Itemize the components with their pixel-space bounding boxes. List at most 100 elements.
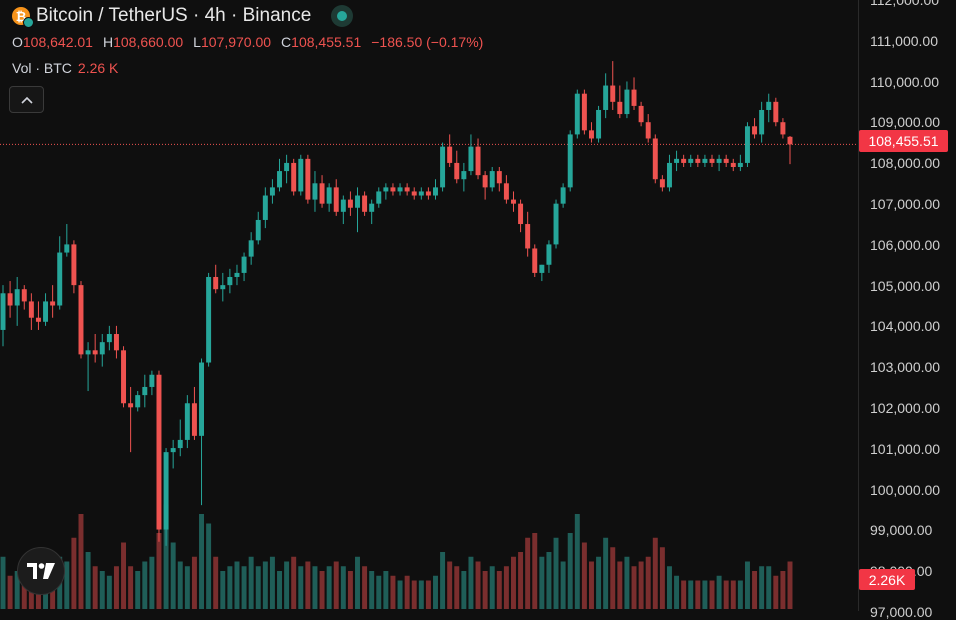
candle[interactable] [404, 183, 410, 196]
candle[interactable] [454, 150, 460, 184]
candle[interactable] [255, 211, 261, 245]
candle[interactable] [0, 285, 6, 347]
candle[interactable] [411, 187, 417, 200]
candle[interactable] [369, 199, 375, 225]
candle[interactable] [262, 187, 268, 229]
candle[interactable] [659, 175, 665, 192]
candle[interactable] [64, 224, 70, 257]
candle[interactable] [7, 281, 13, 318]
candle[interactable] [674, 150, 680, 172]
candle[interactable] [560, 183, 566, 208]
candle[interactable] [156, 370, 162, 542]
candle[interactable] [461, 162, 467, 192]
candle[interactable] [766, 93, 772, 123]
candle[interactable] [737, 154, 743, 172]
candle[interactable] [14, 276, 20, 326]
candle[interactable] [496, 167, 502, 192]
market-status-icon[interactable] [331, 5, 354, 27]
candle[interactable] [170, 439, 176, 469]
symbol-title[interactable]: Bitcoin / TetherUS · 4h · Binance [36, 5, 312, 26]
candle[interactable] [220, 272, 226, 302]
candle[interactable] [298, 154, 304, 196]
candle[interactable] [723, 154, 729, 168]
volume-legend[interactable]: Vol · BTC 2.26 K [12, 60, 118, 76]
symbol-header[interactable]: ₿ Bitcoin / TetherUS · 4h · Binance [12, 5, 354, 28]
candle[interactable] [744, 122, 750, 168]
candle[interactable] [482, 171, 488, 200]
candle[interactable] [617, 85, 623, 119]
candle[interactable] [199, 358, 205, 506]
candle[interactable] [716, 154, 722, 172]
candle[interactable] [440, 142, 446, 192]
candle[interactable] [681, 154, 687, 168]
candle[interactable] [376, 187, 382, 208]
candle[interactable] [709, 154, 715, 168]
candle[interactable] [362, 191, 368, 216]
candle[interactable] [142, 374, 148, 408]
candle[interactable] [21, 285, 27, 310]
candle[interactable] [248, 232, 254, 265]
candle[interactable] [603, 73, 609, 119]
candle[interactable] [730, 158, 736, 172]
candle[interactable] [553, 199, 559, 249]
candle[interactable] [234, 264, 240, 286]
candle[interactable] [177, 419, 183, 457]
candle[interactable] [688, 154, 694, 168]
candle[interactable] [113, 325, 119, 359]
candle[interactable] [121, 346, 127, 408]
candle[interactable] [588, 122, 594, 143]
candle[interactable] [191, 386, 197, 440]
candle[interactable] [631, 77, 637, 110]
candle[interactable] [291, 158, 297, 196]
candle[interactable] [355, 187, 360, 233]
candle[interactable] [43, 293, 49, 326]
candle[interactable] [518, 199, 524, 233]
candle[interactable] [340, 195, 346, 225]
candle[interactable] [418, 187, 424, 200]
candle[interactable] [284, 154, 290, 184]
candle[interactable] [397, 183, 403, 196]
candle[interactable] [433, 179, 438, 200]
candle[interactable] [184, 395, 190, 449]
candle[interactable] [489, 167, 495, 192]
candle[interactable] [546, 240, 552, 273]
candle[interactable] [71, 240, 77, 294]
collapse-legend-button[interactable] [9, 86, 44, 113]
candle[interactable] [787, 136, 793, 165]
candle[interactable] [305, 154, 311, 204]
candle[interactable] [759, 101, 765, 143]
candle[interactable] [773, 97, 779, 127]
candle[interactable] [206, 272, 212, 367]
candle[interactable] [390, 183, 396, 196]
candle[interactable] [645, 114, 651, 143]
candle[interactable] [503, 175, 509, 204]
candle[interactable] [227, 268, 233, 294]
candle[interactable] [596, 105, 602, 143]
candle[interactable] [425, 187, 431, 200]
candle[interactable] [106, 325, 112, 351]
candle[interactable] [149, 370, 155, 396]
candle[interactable] [99, 334, 105, 367]
candle[interactable] [333, 179, 339, 216]
candle[interactable] [92, 334, 98, 363]
tradingview-logo-icon[interactable] [17, 547, 65, 595]
candle[interactable] [567, 130, 573, 192]
candle[interactable] [269, 179, 275, 204]
candle[interactable] [85, 342, 91, 392]
candle[interactable] [319, 175, 325, 208]
candle[interactable] [57, 236, 63, 310]
candle[interactable] [638, 101, 644, 127]
candle[interactable] [277, 158, 282, 192]
candle[interactable] [241, 252, 247, 282]
candle[interactable] [312, 171, 318, 212]
candle[interactable] [135, 391, 141, 412]
candle[interactable] [78, 281, 84, 359]
candle[interactable] [539, 264, 545, 282]
candle[interactable] [50, 285, 56, 318]
candle[interactable] [35, 301, 41, 330]
candle[interactable] [347, 191, 353, 216]
candle[interactable] [28, 293, 34, 330]
candle[interactable] [574, 89, 580, 139]
candle[interactable] [652, 134, 658, 184]
candle[interactable] [511, 191, 516, 212]
